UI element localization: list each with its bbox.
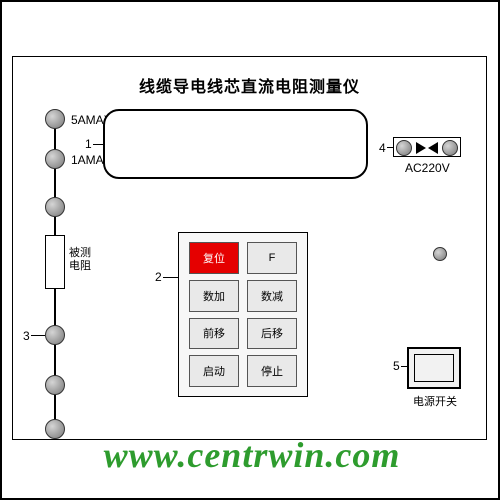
callout-5: 5 bbox=[393, 359, 400, 373]
leader-3 bbox=[31, 335, 45, 336]
label-power: 电源开关 bbox=[413, 393, 457, 409]
label-resistor: 被测 电阻 bbox=[69, 247, 91, 273]
watermark-text: www.centrwin.com bbox=[2, 434, 500, 476]
terminal-ground bbox=[433, 247, 447, 261]
key-stop[interactable]: 停止 bbox=[247, 355, 297, 387]
ac-socket bbox=[393, 137, 461, 157]
label-ac: AC220V bbox=[405, 161, 450, 175]
callout-2: 2 bbox=[155, 270, 162, 284]
power-switch[interactable] bbox=[407, 347, 461, 389]
key-start[interactable]: 启动 bbox=[189, 355, 239, 387]
key-reset[interactable]: 复位 bbox=[189, 242, 239, 274]
key-next[interactable]: 后移 bbox=[247, 318, 297, 350]
leader-2 bbox=[163, 277, 178, 278]
terminal-5 bbox=[45, 375, 65, 395]
terminal-6 bbox=[45, 419, 65, 439]
key-prev[interactable]: 前移 bbox=[189, 318, 239, 350]
callout-1: 1 bbox=[85, 137, 92, 151]
callout-4: 4 bbox=[379, 141, 386, 155]
keypad: 复位 F 数加 数减 前移 后移 启动 停止 bbox=[178, 232, 308, 397]
callout-3: 3 bbox=[23, 329, 30, 343]
panel-title: 线缆导电线芯直流电阻测量仪 bbox=[13, 73, 486, 97]
lcd-display bbox=[103, 109, 368, 179]
terminal-4 bbox=[45, 325, 65, 345]
key-dec[interactable]: 数减 bbox=[247, 280, 297, 312]
resistor-symbol bbox=[45, 235, 65, 289]
terminal-3 bbox=[45, 197, 65, 217]
key-inc[interactable]: 数加 bbox=[189, 280, 239, 312]
terminal-2 bbox=[45, 149, 65, 169]
instrument-panel: 线缆导电线芯直流电阻测量仪 5AMAX 1AMAX 被测 电阻 1 3 2 复位… bbox=[12, 56, 487, 440]
terminal-1 bbox=[45, 109, 65, 129]
page-root: 线缆导电线芯直流电阻测量仪 5AMAX 1AMAX 被测 电阻 1 3 2 复位… bbox=[0, 0, 500, 500]
key-f[interactable]: F bbox=[247, 242, 297, 274]
